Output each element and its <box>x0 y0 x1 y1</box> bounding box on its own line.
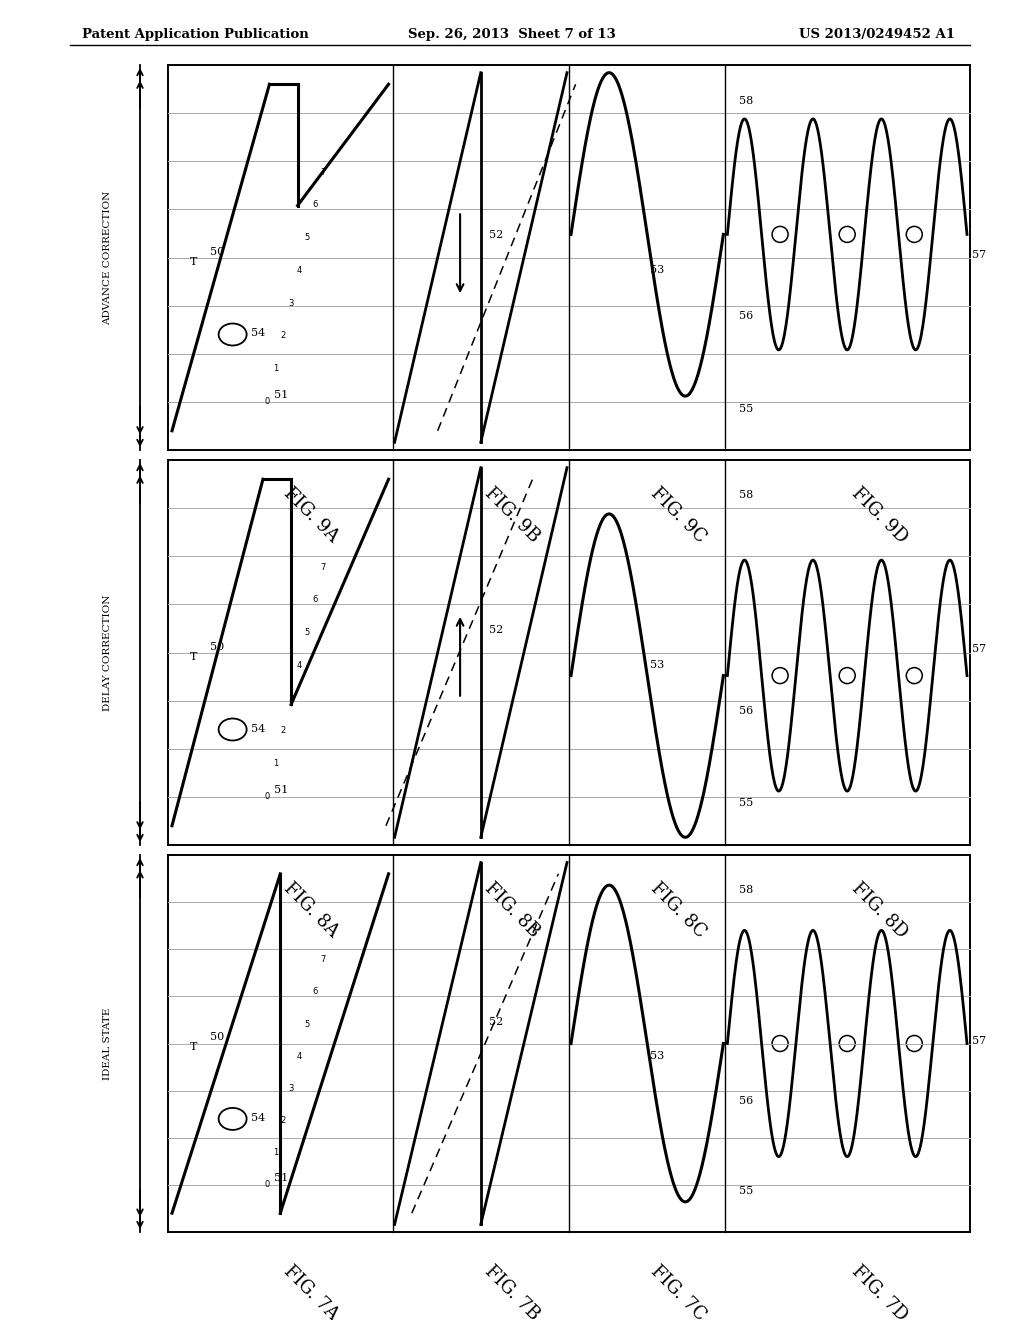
Text: FIG. 7C: FIG. 7C <box>647 1262 710 1320</box>
Text: 53: 53 <box>650 1051 665 1060</box>
Text: 54: 54 <box>251 1113 265 1123</box>
Text: 6: 6 <box>312 595 318 605</box>
Text: 1: 1 <box>272 759 278 768</box>
Text: 58: 58 <box>739 884 754 895</box>
Text: FIG. 7D: FIG. 7D <box>848 1262 910 1320</box>
Text: 55: 55 <box>739 404 754 413</box>
Text: 58: 58 <box>739 491 754 500</box>
Text: 3: 3 <box>289 1084 294 1093</box>
Text: FIG. 8C: FIG. 8C <box>647 879 710 941</box>
Text: 50: 50 <box>210 247 224 257</box>
Text: 6: 6 <box>312 201 318 210</box>
Text: 1: 1 <box>272 1147 278 1156</box>
Text: 5: 5 <box>305 628 310 638</box>
Text: 54: 54 <box>251 329 265 338</box>
Text: 51: 51 <box>274 1172 289 1183</box>
Text: T: T <box>190 652 198 661</box>
Text: T: T <box>190 1043 198 1052</box>
Text: 3: 3 <box>289 693 294 702</box>
Text: 52: 52 <box>489 230 504 240</box>
Text: 57: 57 <box>972 644 986 655</box>
Text: 53: 53 <box>650 265 665 275</box>
Text: 50: 50 <box>210 1032 224 1043</box>
Text: 51: 51 <box>274 785 289 795</box>
Text: 4: 4 <box>297 265 302 275</box>
Text: FIG. 9C: FIG. 9C <box>647 484 710 546</box>
Text: 0: 0 <box>264 397 270 405</box>
Text: FIG. 9B: FIG. 9B <box>481 484 543 546</box>
Text: 54: 54 <box>251 723 265 734</box>
Text: FIG. 9A: FIG. 9A <box>281 484 342 545</box>
Text: 5: 5 <box>305 1019 310 1028</box>
Text: 3: 3 <box>289 298 294 308</box>
Text: 53: 53 <box>650 660 665 671</box>
Text: 52: 52 <box>489 1016 504 1027</box>
Text: 4: 4 <box>297 661 302 671</box>
Text: 7: 7 <box>321 956 326 965</box>
Text: IDEAL STATE: IDEAL STATE <box>103 1007 113 1080</box>
Text: FIG. 7B: FIG. 7B <box>481 1262 543 1320</box>
Text: 2: 2 <box>281 726 286 735</box>
Text: 52: 52 <box>489 626 504 635</box>
Text: 0: 0 <box>264 1180 270 1189</box>
Text: DELAY CORRECTION: DELAY CORRECTION <box>103 594 113 710</box>
Text: 55: 55 <box>739 1187 754 1196</box>
Text: FIG. 8D: FIG. 8D <box>848 879 910 941</box>
Text: 56: 56 <box>739 312 754 321</box>
Text: FIG. 8B: FIG. 8B <box>481 879 543 941</box>
Text: 2: 2 <box>281 331 286 341</box>
Text: 57: 57 <box>972 249 986 260</box>
Text: 56: 56 <box>739 706 754 715</box>
Text: 6: 6 <box>312 987 318 997</box>
Text: 55: 55 <box>739 799 754 808</box>
Text: 4: 4 <box>297 1052 302 1060</box>
Text: 0: 0 <box>264 792 270 801</box>
Text: 50: 50 <box>210 642 224 652</box>
Text: 2: 2 <box>281 1115 286 1125</box>
Text: FIG. 9D: FIG. 9D <box>848 484 910 546</box>
Text: FIG. 7A: FIG. 7A <box>281 1262 342 1320</box>
Text: US 2013/0249452 A1: US 2013/0249452 A1 <box>799 28 955 41</box>
Text: Patent Application Publication: Patent Application Publication <box>82 28 309 41</box>
Text: 7: 7 <box>321 168 326 177</box>
Text: 56: 56 <box>739 1096 754 1106</box>
Text: FIG. 8A: FIG. 8A <box>281 879 342 941</box>
Text: 58: 58 <box>739 95 754 106</box>
Text: 1: 1 <box>272 364 278 374</box>
Text: 5: 5 <box>305 234 310 242</box>
Text: T: T <box>190 257 198 267</box>
Text: Sep. 26, 2013  Sheet 7 of 13: Sep. 26, 2013 Sheet 7 of 13 <box>409 28 615 41</box>
Text: 51: 51 <box>274 389 289 400</box>
Text: ADVANCE CORRECTION: ADVANCE CORRECTION <box>103 190 113 325</box>
Text: 7: 7 <box>321 562 326 572</box>
Text: 57: 57 <box>972 1035 986 1045</box>
